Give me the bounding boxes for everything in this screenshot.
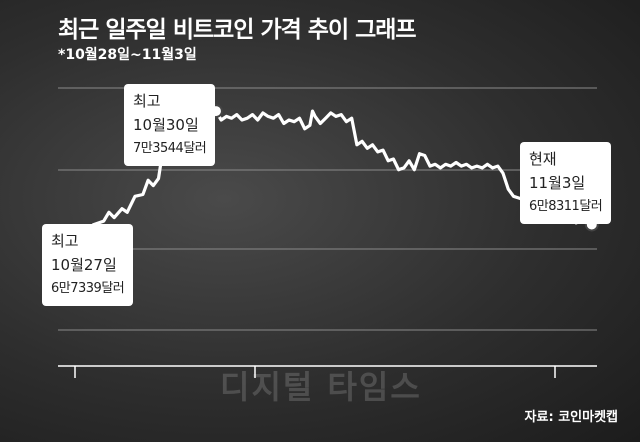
callout-high-date: 10월30일	[133, 116, 199, 134]
callout-current-date: 11월3일	[529, 174, 586, 192]
callout-current-label: 현재	[529, 150, 557, 168]
watermark: 디지털 타임스	[220, 368, 422, 406]
callout-high-value: 7만3544달러	[133, 141, 207, 156]
page-subtitle: *10월28일~11월3일	[58, 47, 197, 63]
callout-start: 최고 10월27일 6만7339달러	[42, 224, 134, 306]
callout-high-label: 최고	[133, 92, 161, 110]
callout-high: 최고 10월30일 7만3544달러	[124, 84, 216, 166]
callout-current-value: 6만8311달러	[529, 199, 603, 214]
callout-start-label: 최고	[51, 232, 79, 250]
page-title: 최근 일주일 비트코인 가격 추이 그래프	[58, 17, 417, 43]
callout-current: 현재 11월3일 6만8311달러	[520, 142, 612, 224]
source-note: 자료: 코인마켓캡	[524, 410, 618, 425]
chart-x-axis	[58, 365, 597, 378]
callout-start-date: 10월27일	[51, 256, 117, 274]
callout-start-value: 6만7339달러	[51, 281, 125, 296]
